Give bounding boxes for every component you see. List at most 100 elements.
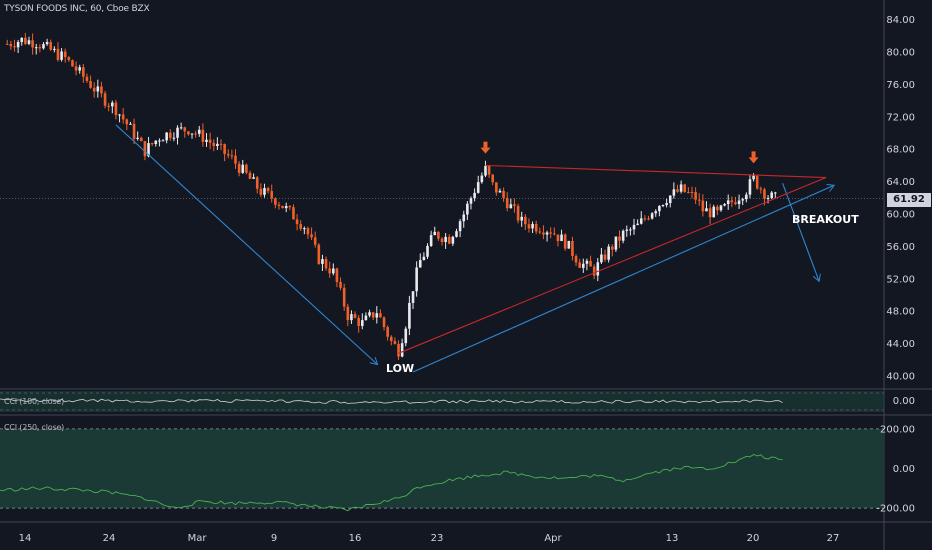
candle-body: [82, 67, 85, 77]
candle-body: [567, 240, 571, 249]
candle-body: [484, 165, 487, 176]
candle-body: [107, 105, 110, 107]
candle-body: [187, 131, 190, 135]
candle-body: [371, 312, 375, 318]
candle-body: [389, 336, 393, 342]
candle-body: [560, 234, 563, 242]
candle-body: [643, 218, 647, 220]
candle-body: [524, 216, 527, 225]
x-tick-label: 20: [747, 533, 760, 544]
candle-body: [480, 175, 484, 183]
candle-body: [255, 177, 259, 189]
candle-body: [277, 204, 281, 206]
candle-body: [469, 198, 473, 204]
candle-body: [701, 200, 705, 212]
candle-body: [556, 234, 560, 242]
x-tick-label: 14: [19, 533, 32, 544]
candle-body: [34, 47, 38, 49]
candle-body: [440, 238, 444, 243]
candle-body: [741, 199, 745, 201]
low-annotation: LOW: [386, 362, 415, 375]
candle-body: [386, 327, 389, 337]
candle-body: [324, 259, 328, 269]
candle-body: [650, 213, 654, 219]
candle-body: [313, 237, 317, 245]
candle-body: [299, 224, 303, 229]
candle-body: [16, 42, 20, 48]
support-trend-arrow: [412, 186, 833, 373]
candle-body: [303, 228, 306, 230]
candle-body: [538, 231, 542, 233]
candle-body: [118, 114, 121, 116]
candle-body: [158, 140, 161, 142]
candle-body: [774, 192, 777, 194]
candle-body: [505, 197, 509, 209]
y-tick-label: 80.00: [886, 48, 915, 59]
candle-body: [585, 260, 589, 264]
candle-body: [726, 200, 730, 205]
candle-body: [38, 47, 42, 49]
triangle-upper-line: [485, 164, 827, 179]
cci-250-tick-label: 0.00: [893, 464, 915, 475]
candle-body: [139, 137, 143, 142]
candle-body: [426, 245, 429, 257]
candle-body: [661, 205, 665, 207]
x-tick-label: 24: [103, 533, 116, 544]
candle-body: [451, 236, 455, 244]
candle-body: [74, 66, 78, 71]
candle-body: [665, 203, 668, 206]
cci-250-line: [0, 453, 783, 512]
candle-body: [96, 86, 100, 92]
candle-body: [647, 218, 650, 220]
candle-body: [734, 202, 737, 205]
y-tick-label: 44.00: [886, 339, 915, 350]
candle-body: [274, 198, 277, 205]
candle-body: [172, 137, 176, 139]
candle-body: [418, 260, 422, 268]
candle-body: [226, 154, 230, 156]
candle-body: [574, 256, 578, 263]
candle-body: [295, 219, 299, 225]
candle-body: [9, 44, 13, 47]
candle-body: [404, 328, 408, 344]
candle-body: [63, 51, 67, 58]
candle-body: [596, 262, 600, 276]
candle-body: [205, 139, 208, 142]
candle-body: [545, 232, 549, 235]
candle-body: [360, 320, 364, 326]
y-tick-label: 72.00: [886, 112, 915, 123]
candle-body: [219, 143, 223, 145]
candle-body: [270, 191, 274, 199]
candle-body: [719, 205, 723, 211]
triangle-lower-line: [398, 177, 827, 354]
candle-body: [458, 221, 462, 232]
candle-body: [697, 199, 701, 201]
y-tick-label: 68.00: [886, 145, 915, 156]
candle-body: [328, 268, 331, 274]
candle-body: [603, 254, 607, 260]
candle-body: [476, 182, 480, 193]
candle-body: [408, 302, 411, 329]
candle-body: [618, 236, 621, 241]
candle-body: [498, 190, 502, 193]
candle-body: [111, 102, 114, 107]
candle-body: [357, 317, 360, 326]
candle-body: [121, 114, 125, 120]
candle-body: [636, 223, 639, 225]
candle-body: [491, 174, 495, 183]
candle-body: [712, 206, 716, 218]
candle-body: [549, 232, 552, 234]
candle-body: [542, 232, 545, 235]
y-tick-label: 84.00: [886, 15, 915, 26]
candle-body: [495, 182, 498, 193]
x-tick-label: Apr: [544, 533, 562, 544]
candle-body: [516, 205, 520, 221]
y-tick-label: 64.00: [886, 177, 915, 188]
candle-body: [502, 190, 505, 198]
candle-body: [589, 260, 592, 267]
candle-body: [20, 37, 24, 43]
candle-body: [103, 93, 107, 106]
candle-body: [509, 204, 513, 209]
candle-body: [429, 235, 433, 246]
